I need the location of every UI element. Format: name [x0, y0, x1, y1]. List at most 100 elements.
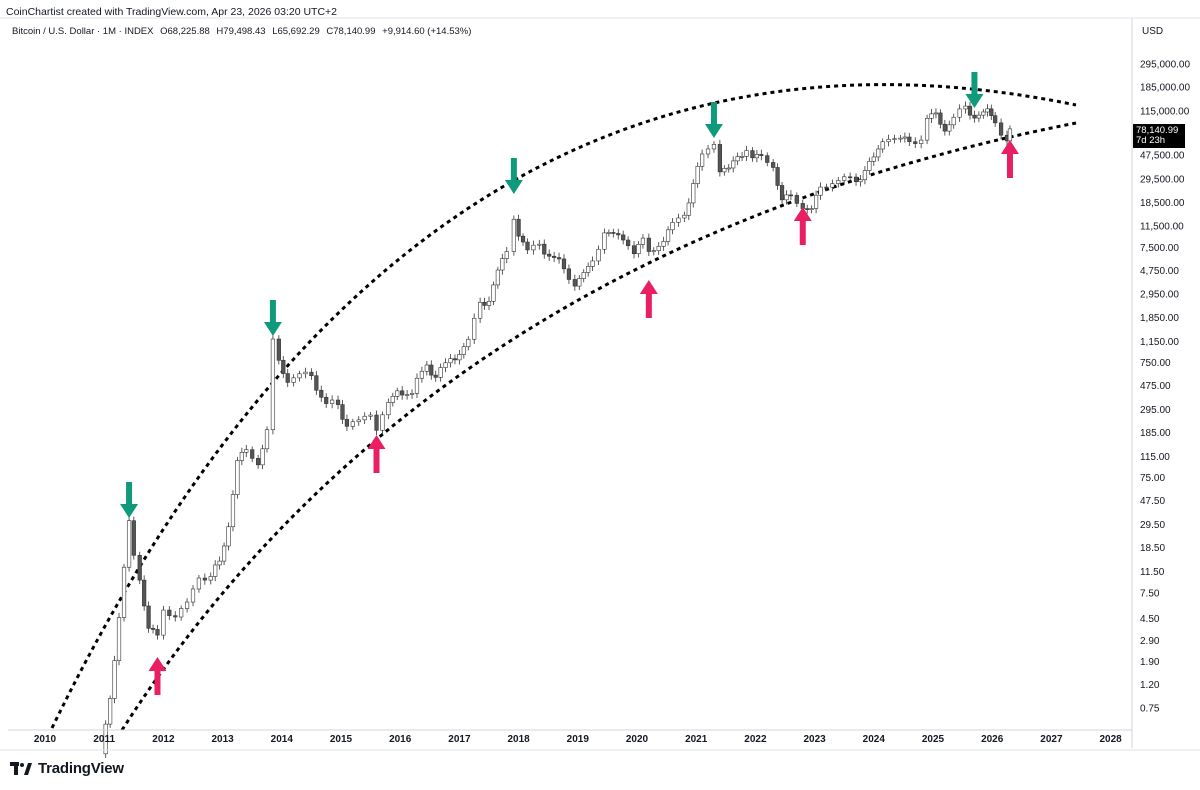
candle-body	[395, 390, 400, 397]
candle-body	[142, 579, 147, 607]
candle-body	[309, 371, 314, 377]
y-tick-label: 47,500.00	[1140, 151, 1185, 162]
candle-body	[771, 162, 776, 168]
candle-body	[256, 458, 261, 466]
candle-body	[516, 218, 521, 237]
y-tick-label: 115,000.00	[1140, 107, 1190, 118]
candle-body	[892, 138, 897, 140]
candle-body	[572, 279, 577, 287]
candle-body	[542, 243, 547, 255]
candle-body	[824, 186, 829, 189]
candle-body	[217, 560, 222, 566]
currency-label[interactable]: USD	[1142, 26, 1164, 37]
candle-body	[972, 114, 977, 119]
candle-body	[656, 245, 661, 251]
candle-body	[324, 396, 329, 404]
candle-body	[586, 266, 591, 273]
candle-body	[525, 241, 530, 251]
candle-body	[929, 113, 934, 119]
y-tick-label: 11.50	[1140, 567, 1165, 578]
lower-trend-curve	[120, 121, 1077, 731]
candle-body	[902, 136, 907, 139]
candle-body	[146, 605, 151, 629]
candle-body	[646, 237, 651, 252]
candle-body	[362, 415, 367, 421]
symbol-name[interactable]: Bitcoin / U.S. Dollar · 1M · INDEX	[12, 26, 154, 37]
x-tick-label: 2028	[1099, 734, 1122, 745]
candle-body	[726, 167, 731, 170]
candle-body	[907, 136, 912, 142]
x-tick-label: 2019	[567, 734, 590, 745]
candle-body	[985, 108, 990, 113]
candle-body	[682, 214, 687, 219]
candle-body	[344, 419, 350, 427]
x-tick-label: 2024	[863, 734, 886, 745]
candle-body	[424, 364, 429, 372]
candle-body	[919, 139, 924, 144]
candle-body	[722, 168, 727, 173]
down-arrow-icon	[263, 300, 282, 336]
candle-body	[466, 338, 471, 348]
candle-body	[577, 278, 582, 287]
price-change: +9,914.60 (+14.53%)	[382, 26, 472, 37]
y-tick-label: 18,500.00	[1140, 198, 1185, 209]
candle-body	[661, 241, 666, 247]
candle-body	[239, 452, 244, 461]
candle-body	[842, 176, 847, 181]
tradingview-logo[interactable]: TradingView	[10, 760, 124, 777]
y-tick-label: 1,150.00	[1140, 337, 1179, 348]
candle-body	[963, 105, 968, 110]
symbol-info-bar: Bitcoin / U.S. Dollar · 1M · INDEX O68,2…	[12, 26, 475, 37]
candle-body	[491, 284, 496, 302]
ohlc-close: C78,140.99	[326, 26, 376, 37]
x-tick-label: 2013	[211, 734, 234, 745]
candle-body	[794, 195, 799, 204]
chart-attribution: CoinChartist created with TradingView.co…	[6, 6, 338, 18]
candle-body	[938, 112, 943, 125]
candle-body	[691, 183, 696, 204]
candle-body	[967, 105, 973, 116]
x-tick-label: 2016	[389, 734, 412, 745]
candle-body	[784, 194, 789, 201]
candle-body	[264, 429, 270, 450]
y-tick-label: 18.50	[1140, 543, 1165, 554]
candle-body	[356, 419, 361, 423]
candle-body	[566, 268, 572, 280]
candle-body	[913, 141, 918, 144]
candle-body	[121, 566, 127, 618]
candle-body	[867, 161, 872, 171]
candle-body	[244, 449, 249, 453]
candle-body	[951, 116, 956, 126]
y-tick-label: 29.50	[1140, 520, 1165, 531]
candle-body	[472, 317, 477, 340]
axes: 295,000.00 185,000.00 115,000.00 47,500.00 2…	[0, 17, 1200, 751]
candle-body	[126, 520, 132, 568]
candle-body	[137, 555, 142, 581]
candle-body	[556, 257, 562, 260]
candle-body	[291, 377, 296, 383]
down-arrow-icon	[504, 158, 523, 194]
y-tick-label: 29,500.00	[1140, 175, 1185, 186]
y-tick-label: 11,500.00	[1140, 222, 1184, 233]
trend-curves	[50, 83, 1077, 731]
candle-body	[924, 118, 930, 141]
y-tick-label: 1.20	[1140, 680, 1160, 691]
x-tick-label: 2015	[330, 734, 353, 745]
candle-body	[131, 520, 136, 556]
x-tick-label: 2026	[981, 734, 1004, 745]
candle-body	[670, 222, 675, 231]
candle-body	[150, 628, 156, 630]
candle-body	[898, 137, 903, 140]
candle-body	[735, 156, 740, 162]
candle-body	[208, 576, 213, 581]
candle-body	[429, 364, 434, 376]
candle-body	[957, 108, 962, 118]
candle-body	[621, 234, 626, 241]
candle-body	[665, 229, 671, 242]
y-tick-label: 4,750.00	[1140, 266, 1179, 277]
candle-body	[611, 232, 616, 234]
candle-body	[788, 194, 794, 197]
candle-body	[330, 399, 335, 404]
candle-body	[314, 375, 319, 391]
